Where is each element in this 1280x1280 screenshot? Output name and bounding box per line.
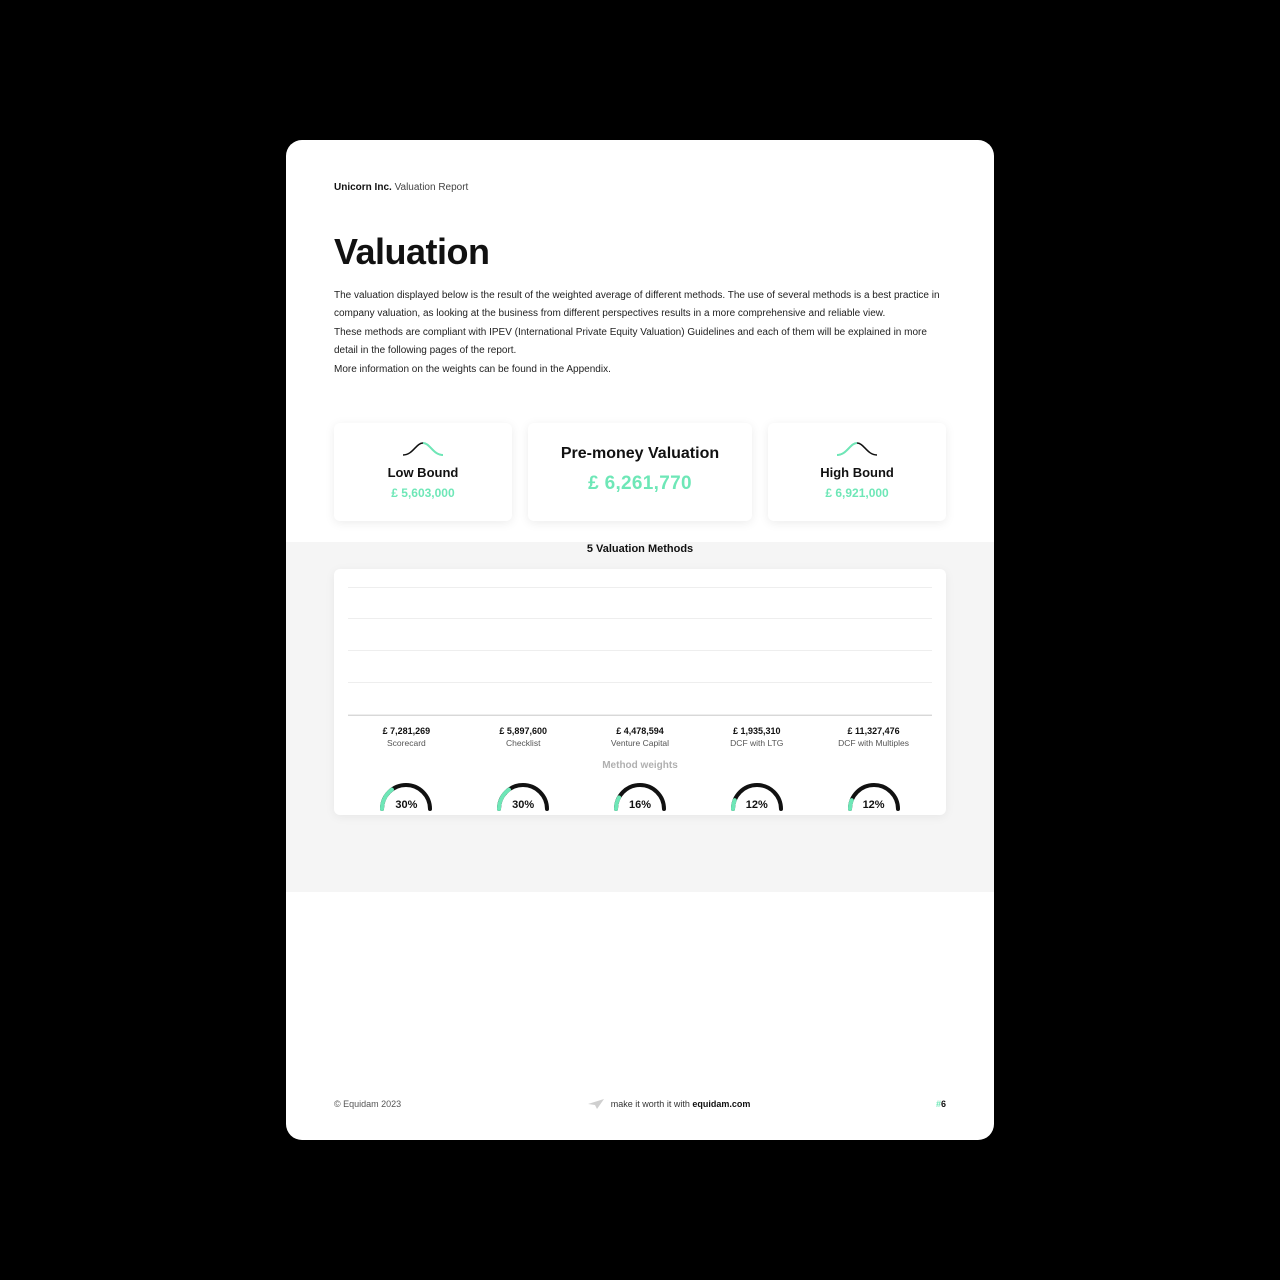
low-bound-card: Low Bound £ 5,603,000 — [334, 423, 512, 521]
weight-gauge: 16% — [582, 777, 699, 811]
gauge-percent: 30% — [395, 799, 417, 811]
bell-curve-icon — [835, 441, 879, 457]
weight-gauge: 12% — [698, 777, 815, 811]
bar-label: £ 11,327,476 DCF with Multiples — [815, 726, 932, 748]
weight-gauge: 30% — [465, 777, 582, 811]
weight-gauge: 30% — [348, 777, 465, 811]
intro-paragraph: The valuation displayed below is the res… — [334, 287, 946, 322]
pre-money-label: Pre-money Valuation — [561, 445, 719, 463]
bar-category-label: DCF with LTG — [698, 738, 815, 748]
page-header: Unicorn Inc. Valuation Report — [334, 182, 946, 193]
bar-value-label: £ 1,935,310 — [698, 726, 815, 736]
high-bound-label: High Bound — [820, 465, 894, 480]
bar-label: £ 7,281,269 Scorecard — [348, 726, 465, 748]
bar-value-label: £ 11,327,476 — [815, 726, 932, 736]
company-name: Unicorn Inc. — [334, 182, 392, 193]
bar-category-label: Checklist — [465, 738, 582, 748]
gauge-percent: 12% — [863, 799, 885, 811]
valuation-methods-panel: £ 7,281,269 Scorecard£ 5,897,600 Checklist… — [334, 569, 946, 815]
low-bound-label: Low Bound — [388, 465, 459, 480]
report-label: Valuation Report — [395, 182, 469, 193]
chart-gridlines — [348, 587, 932, 715]
bar-label: £ 5,897,600 Checklist — [465, 726, 582, 748]
gauge-percent: 30% — [512, 799, 534, 811]
bar-chart — [348, 587, 932, 715]
footer-tagline: make it worth it with equidam.com — [587, 1098, 751, 1110]
page-footer: © Equidam 2023 make it worth it with equ… — [334, 1098, 946, 1110]
bar-category-label: Scorecard — [348, 738, 465, 748]
gauge-percent: 16% — [629, 799, 651, 811]
intro-paragraph: These methods are compliant with IPEV (I… — [334, 324, 946, 359]
methods-title: 5 Valuation Methods — [334, 543, 946, 555]
bar-category-label: Venture Capital — [582, 738, 699, 748]
bar-label: £ 1,935,310 DCF with LTG — [698, 726, 815, 748]
footer-copyright: © Equidam 2023 — [334, 1099, 401, 1109]
bar-value-label: £ 5,897,600 — [465, 726, 582, 736]
gauges-row: 30% 30% 16% 12% 12% — [348, 777, 932, 811]
pre-money-card: Pre-money Valuation £ 6,261,770 — [528, 423, 752, 521]
bar-value-label: £ 7,281,269 — [348, 726, 465, 736]
bell-curve-icon — [401, 441, 445, 457]
page-title: Valuation — [334, 231, 946, 273]
page-number: #6 — [936, 1099, 946, 1109]
low-bound-value: £ 5,603,000 — [391, 486, 454, 500]
bar-value-label: £ 4,478,594 — [582, 726, 699, 736]
chart-labels-row: £ 7,281,269 Scorecard£ 5,897,600 Checklist… — [348, 726, 932, 748]
report-page: Unicorn Inc. Valuation Report Valuation … — [286, 140, 994, 1140]
gauge-percent: 12% — [746, 799, 768, 811]
chart-x-axis — [348, 715, 932, 716]
pre-money-value: £ 6,261,770 — [588, 473, 692, 495]
weight-gauge: 12% — [815, 777, 932, 811]
high-bound-card: High Bound £ 6,921,000 — [768, 423, 946, 521]
high-bound-value: £ 6,921,000 — [825, 486, 888, 500]
page-number-value: 6 — [941, 1099, 946, 1109]
tagline-domain: equidam.com — [692, 1099, 750, 1109]
bar-category-label: DCF with Multiples — [815, 738, 932, 748]
tagline-text: make it worth it with — [611, 1099, 693, 1109]
intro-paragraph: More information on the weights can be f… — [334, 361, 946, 379]
weights-title: Method weights — [348, 760, 932, 771]
paper-plane-icon — [587, 1098, 605, 1110]
valuation-cards: Low Bound £ 5,603,000 Pre-money Valuatio… — [334, 423, 946, 521]
bar-label: £ 4,478,594 Venture Capital — [582, 726, 699, 748]
